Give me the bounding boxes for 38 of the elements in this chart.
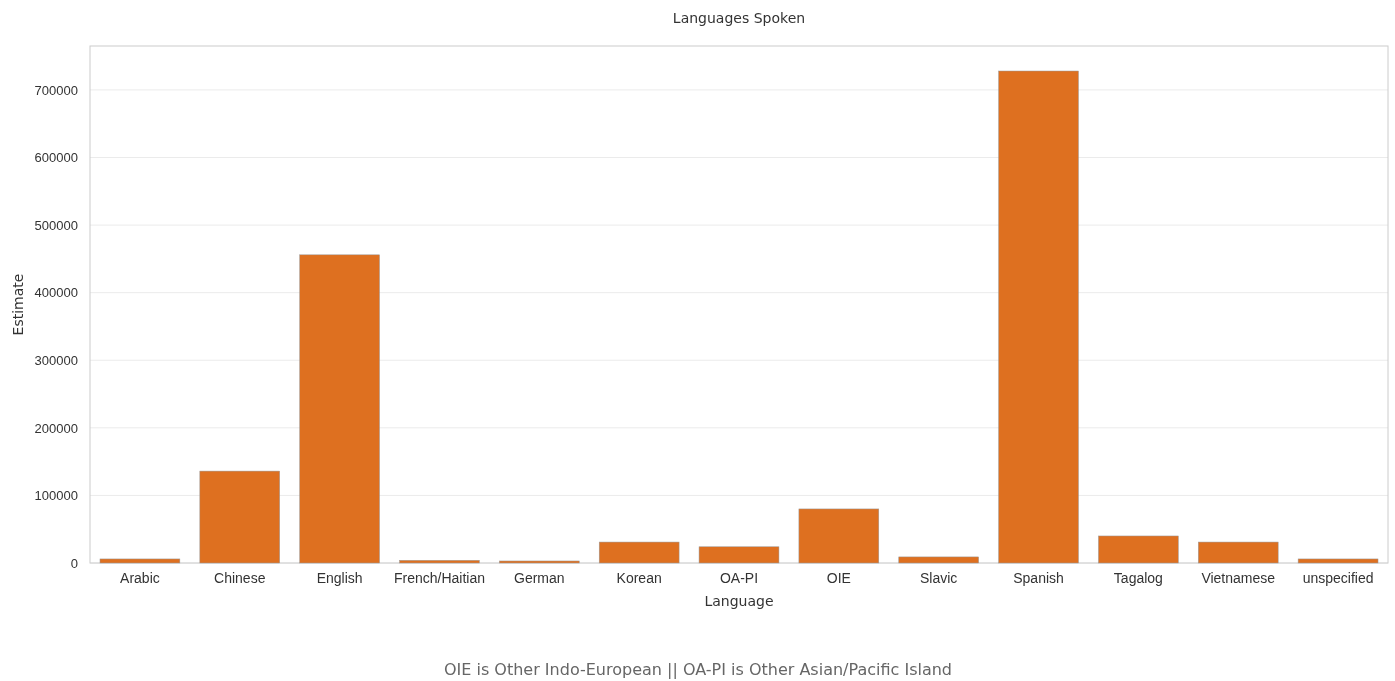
x-tick-label: Slavic xyxy=(920,569,958,586)
x-tick-label: French/Haitian xyxy=(393,569,485,586)
y-axis-title: Estimate xyxy=(10,273,26,336)
x-tick-label: Tagalog xyxy=(1113,569,1163,586)
y-tick-label: 500000 xyxy=(34,217,78,233)
y-tick-label: 600000 xyxy=(34,150,78,166)
y-tick-label: 200000 xyxy=(34,420,78,436)
bar xyxy=(299,254,380,564)
x-tick-label: OIE xyxy=(826,569,851,586)
text: OIE is Other Indo-European || OA-PI is Other Asian/Pacific Island xyxy=(443,660,953,679)
x-tick-label: Spanish xyxy=(1013,569,1064,586)
x-tick-label: unspecified xyxy=(1302,569,1374,586)
y-tick-label: 700000 xyxy=(34,82,78,98)
bar xyxy=(698,546,780,564)
y-tick-label: 400000 xyxy=(34,285,78,301)
bar xyxy=(399,560,480,564)
x-tick-label: English xyxy=(316,569,363,586)
bar xyxy=(499,560,580,564)
y-tick-label: 0 xyxy=(70,555,78,571)
bar xyxy=(199,470,280,564)
x-tick-label: Chinese xyxy=(214,569,266,586)
x-tick-label: OA-PI xyxy=(719,569,759,586)
x-axis-title: Language xyxy=(704,593,774,609)
y-tick-label: 300000 xyxy=(34,352,78,368)
bar xyxy=(1198,541,1279,564)
bar xyxy=(1098,535,1179,564)
bar xyxy=(99,558,181,564)
bar xyxy=(598,541,680,564)
x-tick-label: German xyxy=(514,569,565,586)
x-tick-label: Korean xyxy=(616,569,662,586)
x-tick-label: Arabic xyxy=(120,569,160,586)
bar xyxy=(798,508,880,564)
x-tick-label: Vietnamese xyxy=(1201,569,1276,586)
chart-title: Languages Spoken xyxy=(672,10,806,26)
bar xyxy=(898,556,979,564)
bar xyxy=(998,70,1079,564)
y-tick-label: 100000 xyxy=(34,488,78,504)
bar xyxy=(1297,558,1379,564)
